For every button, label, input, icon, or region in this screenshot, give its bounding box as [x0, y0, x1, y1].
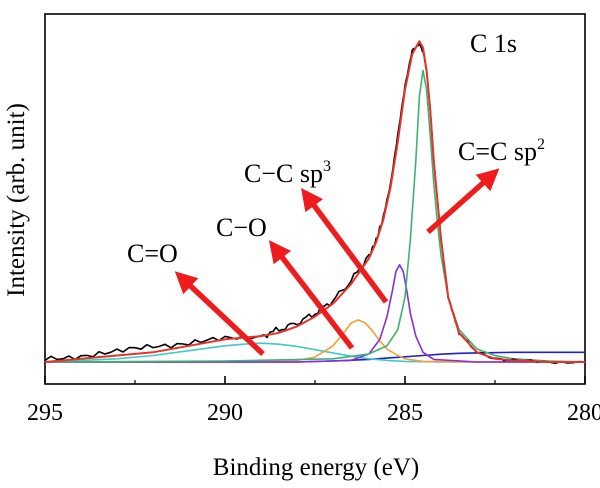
- y-axis-title: Intensity (arb. unit): [3, 103, 30, 297]
- curves-group: [44, 40, 586, 364]
- x-tick-label: 285: [387, 400, 423, 426]
- x-ticks: 295 290 285 280: [27, 376, 600, 426]
- x-tick-label: 290: [207, 400, 243, 426]
- label-c-c-sp3: C−C sp3: [244, 158, 331, 188]
- plot-frame: [44, 13, 586, 385]
- series-c-o-double: [44, 342, 585, 363]
- series-envelope: [44, 40, 585, 363]
- arrow-c-o-double: [174, 271, 265, 357]
- label-c-c-sp2: C=C sp2: [458, 136, 545, 166]
- label-c-c-sp2-text: C=C sp: [458, 137, 537, 166]
- label-c-c-sp3-sup: 3: [323, 158, 331, 175]
- x-tick-label: 295: [27, 400, 63, 426]
- arrow-c-c-sp3: [301, 188, 389, 304]
- arrow-c-o: [268, 240, 355, 350]
- label-c-c-sp2-sup: 2: [537, 136, 545, 153]
- x-axis-title: Binding energy (eV): [213, 454, 419, 481]
- arrow-c-c-sp2: [426, 168, 500, 235]
- region-label: C 1s: [470, 29, 517, 58]
- series-c-c-sp3: [45, 264, 585, 363]
- label-c-o: C−O: [216, 213, 267, 242]
- label-c-c-sp3-text: C−C sp: [244, 159, 323, 188]
- label-c-o-double: C=O: [127, 239, 178, 268]
- x-tick-label: 280: [567, 400, 600, 426]
- label-c-o-text: C−O: [216, 213, 267, 242]
- arrows-group: [174, 168, 500, 357]
- series-c-o: [45, 319, 585, 363]
- label-c-o-double-text: C=O: [127, 239, 178, 268]
- series-c-c-sp2: [44, 69, 586, 363]
